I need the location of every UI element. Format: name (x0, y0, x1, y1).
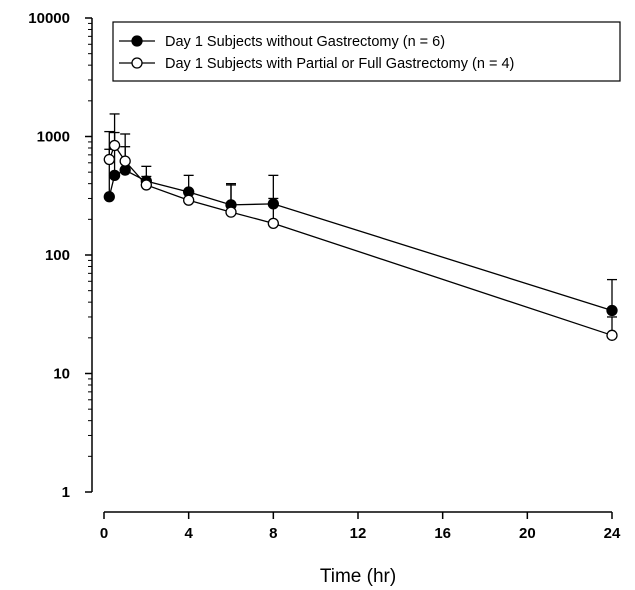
data-point (606, 304, 618, 317)
data-point (225, 206, 237, 218)
x-tick-label: 20 (519, 525, 536, 542)
legend-box (112, 21, 621, 82)
y-ticks: 1 10 100 1000 10000 (28, 10, 92, 501)
data-point (183, 194, 195, 206)
x-tick-label: 12 (350, 525, 367, 542)
y-tick-label: 100 (45, 247, 70, 264)
series-2 (103, 131, 618, 341)
x-tick-label: 24 (604, 525, 621, 542)
x-ticks: 0 4 8 12 16 20 24 (100, 512, 621, 542)
series-layer (103, 113, 618, 341)
legend-label: Day 1 Subjects with Partial or Full Gast… (165, 56, 514, 72)
data-point (103, 191, 115, 203)
y-tick-label: 1 (62, 484, 70, 501)
y-tick-label: 1000 (37, 129, 70, 146)
x-tick-label: 0 (100, 525, 108, 542)
x-tick-label: 16 (434, 525, 451, 542)
data-point (606, 329, 618, 341)
data-point (119, 155, 131, 167)
series-line (108, 144, 613, 336)
y-tick-label: 10000 (28, 10, 70, 27)
legend-marker (131, 57, 143, 69)
axes (91, 18, 612, 513)
legend-label: Day 1 Subjects without Gastrectomy (n = … (165, 34, 445, 50)
legend: Day 1 Subjects without Gastrectomy (n = … (112, 21, 621, 82)
x-tick-label: 4 (184, 525, 193, 542)
data-point (267, 217, 279, 229)
data-point (140, 179, 152, 191)
data-point (108, 169, 121, 182)
x-axis-label: Time (hr) (320, 566, 396, 587)
data-point (108, 139, 121, 152)
x-tick-label: 8 (269, 525, 277, 542)
y-tick-label: 10 (53, 366, 70, 383)
legend-marker (131, 35, 143, 47)
data-point (103, 153, 115, 166)
series-1 (103, 113, 618, 317)
